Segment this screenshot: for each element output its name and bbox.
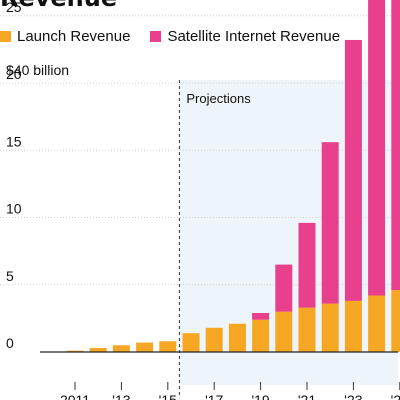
bar-launch-2021 bbox=[298, 307, 316, 352]
bar-launch-2019 bbox=[252, 319, 270, 352]
y-tick-label: 5 bbox=[6, 268, 14, 284]
chart-title: Revenue bbox=[0, 0, 117, 12]
bar-satellite-2022 bbox=[321, 142, 339, 304]
bar-launch-2022 bbox=[321, 303, 339, 352]
y-tick-label: 15 bbox=[6, 133, 22, 149]
x-tick-label: '13 bbox=[112, 392, 130, 400]
y-axis-unit-label: $40 billion bbox=[6, 62, 70, 78]
bar-launch-2025 bbox=[391, 290, 400, 352]
bar-launch-2017 bbox=[205, 327, 223, 352]
legend-label-satellite: Satellite Internet Revenue bbox=[167, 28, 341, 45]
legend-item-launch: Launch Revenue bbox=[0, 28, 130, 45]
bar-launch-2012 bbox=[89, 347, 107, 352]
legend-swatch-satellite bbox=[150, 31, 162, 42]
legend-item-satellite: Satellite Internet Revenue bbox=[150, 28, 340, 45]
bar-launch-2013 bbox=[112, 345, 130, 352]
x-tick-label: '23 bbox=[344, 392, 362, 400]
x-tick-label: '17 bbox=[205, 392, 223, 400]
y-tick-label: 25 bbox=[6, 0, 22, 15]
x-tick-label: '21 bbox=[298, 392, 316, 400]
legend-swatch-launch bbox=[0, 31, 11, 42]
x-tick-label: '15 bbox=[159, 392, 177, 400]
bar-satellite-2020 bbox=[275, 264, 293, 312]
x-tick-label: '25 bbox=[391, 392, 400, 400]
projections-label: Projections bbox=[186, 91, 251, 106]
bar-satellite-2024 bbox=[368, 0, 386, 296]
x-tick-label: 2011 bbox=[60, 392, 90, 400]
bar-launch-2011 bbox=[66, 350, 84, 352]
bar-satellite-2023 bbox=[344, 39, 362, 301]
bar-launch-2016 bbox=[182, 333, 200, 352]
legend: Launch Revenue Satellite Internet Revenu… bbox=[0, 28, 340, 45]
bar-launch-2020 bbox=[275, 311, 293, 352]
legend-label-launch: Launch Revenue bbox=[17, 28, 131, 45]
y-tick-label: 10 bbox=[6, 201, 22, 217]
bar-launch-2023 bbox=[344, 300, 362, 352]
bar-launch-2024 bbox=[368, 295, 386, 352]
y-tick-label: 0 bbox=[6, 335, 14, 351]
x-tick-label: '19 bbox=[251, 392, 269, 400]
y-tick-label: 20 bbox=[6, 66, 22, 82]
bar-launch-2018 bbox=[228, 323, 246, 352]
bar-launch-2015 bbox=[159, 341, 177, 352]
bar-satellite-2021 bbox=[298, 222, 316, 308]
bar-launch-2014 bbox=[136, 342, 154, 352]
bar-satellite-2019 bbox=[252, 312, 270, 320]
bar-satellite-2025 bbox=[391, 0, 400, 291]
